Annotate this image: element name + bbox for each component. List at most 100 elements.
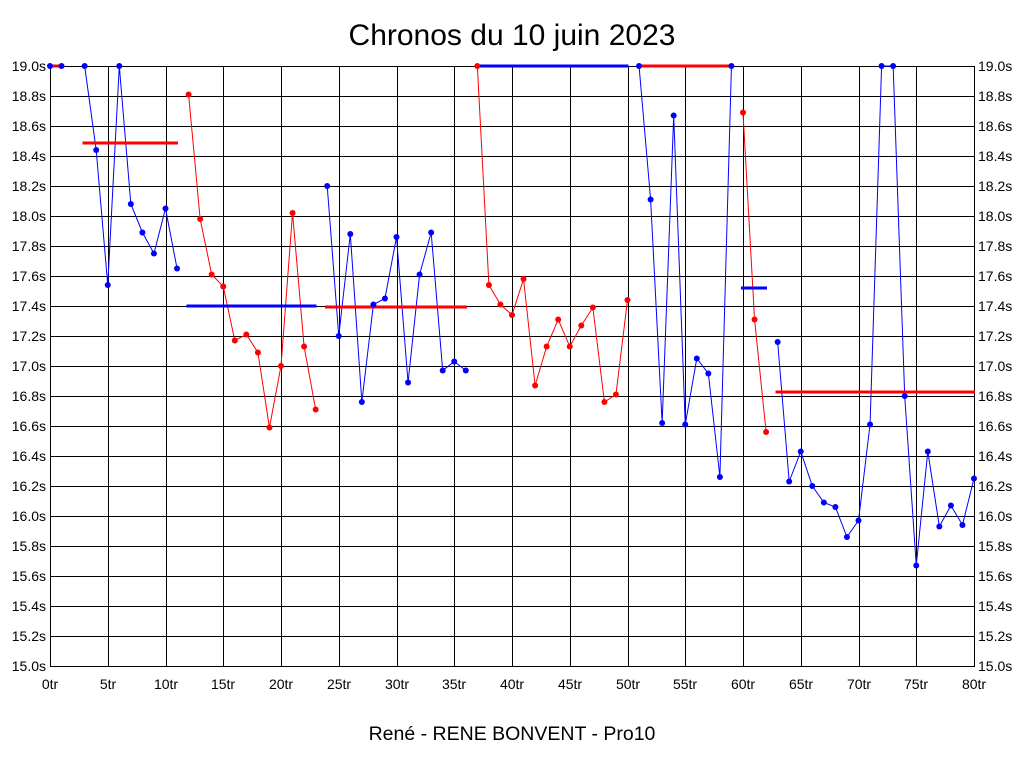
y-tick-label-right: 17.4s — [978, 298, 1012, 314]
x-axis: 0tr 5tr 10tr 15tr 20tr 25tr 30tr 35tr 40tr 45tr 50… — [42, 676, 987, 692]
data-point — [474, 63, 481, 69]
data-point — [705, 370, 712, 377]
data-point — [139, 229, 146, 236]
data-point — [947, 502, 954, 509]
data-point — [220, 283, 227, 290]
chart-title: Chronos du 10 juin 2023 — [349, 19, 676, 52]
data-point — [231, 337, 238, 344]
data-point — [740, 109, 746, 116]
y-tick-label: 16.6s — [12, 418, 46, 434]
data-point — [670, 112, 677, 119]
x-tick-label: 20tr — [269, 676, 293, 692]
y-tick-label-right: 15.6s — [978, 568, 1012, 584]
y-tick-label-right: 18.8s — [978, 88, 1012, 104]
y-tick-label: 15.4s — [12, 598, 46, 614]
data-point — [647, 196, 654, 203]
data-point — [624, 297, 631, 303]
x-tick-label: 75tr — [904, 676, 928, 692]
y-tick-label-right: 15.2s — [978, 628, 1012, 644]
series-line — [777, 65, 975, 566]
data-point — [428, 229, 435, 236]
data-point — [324, 183, 331, 189]
y-tick-label-right: 17.0s — [978, 358, 1012, 374]
data-point — [301, 343, 308, 350]
data-point — [162, 205, 169, 212]
data-point — [890, 63, 897, 69]
data-point — [150, 250, 157, 257]
y-tick-label: 17.6s — [12, 268, 46, 284]
data-point — [47, 63, 53, 69]
y-tick-label-right: 17.2s — [978, 328, 1012, 344]
y-tick-label: 19.0s — [12, 58, 46, 74]
y-tick-label: 16.8s — [12, 388, 46, 404]
average-lines — [48, 64, 975, 394]
data-point — [913, 562, 920, 569]
data-point — [555, 316, 562, 323]
data-point — [116, 63, 123, 69]
x-tick-label: 70tr — [847, 676, 871, 692]
y-tick-label-right: 15.8s — [978, 538, 1012, 554]
gridlines — [50, 66, 975, 667]
data-point — [578, 322, 585, 329]
data-points — [47, 63, 977, 569]
data-point — [682, 421, 689, 428]
data-point — [751, 316, 758, 323]
x-tick-label: 55tr — [673, 676, 697, 692]
data-point — [312, 406, 319, 413]
data-point — [786, 478, 793, 485]
x-tick-label: 40tr — [500, 676, 524, 692]
data-point — [93, 147, 100, 153]
data-point — [924, 448, 931, 455]
y-tick-label: 17.2s — [12, 328, 46, 344]
data-point — [127, 201, 134, 207]
data-point — [208, 271, 215, 278]
data-point — [832, 504, 839, 510]
y-tick-label-right: 17.6s — [978, 268, 1012, 284]
data-point — [381, 295, 388, 302]
y-tick-label: 18.6s — [12, 118, 46, 134]
data-point — [820, 499, 827, 506]
data-point — [774, 339, 781, 345]
series-line — [188, 94, 317, 428]
y-tick-label: 16.2s — [12, 478, 46, 494]
data-point — [347, 231, 354, 237]
x-tick-label: 60tr — [731, 676, 755, 692]
y-tick-label-right: 16.4s — [978, 448, 1012, 464]
y-tick-label-right: 18.2s — [978, 178, 1012, 194]
data-point — [809, 483, 816, 489]
x-tick-label: 25tr — [327, 676, 351, 692]
data-point — [867, 421, 874, 428]
data-point — [439, 367, 446, 374]
y-tick-label: 18.8s — [12, 88, 46, 104]
data-point — [936, 523, 943, 530]
data-point — [335, 333, 342, 339]
data-point — [81, 63, 88, 69]
y-tick-label-right: 16.6s — [978, 418, 1012, 434]
data-point — [405, 379, 412, 386]
x-tick-label: 65tr — [789, 676, 813, 692]
x-tick-label: 10tr — [154, 676, 178, 692]
data-point — [959, 522, 966, 528]
data-point — [566, 343, 573, 350]
data-point — [878, 63, 885, 69]
data-point — [659, 420, 666, 426]
data-point — [254, 349, 261, 356]
data-point — [589, 304, 596, 311]
data-point — [509, 312, 515, 318]
data-point — [497, 301, 504, 308]
data-point — [520, 276, 527, 282]
data-point — [532, 382, 539, 389]
data-point — [174, 265, 181, 272]
y-tick-label: 16.4s — [12, 448, 46, 464]
data-point — [855, 517, 862, 524]
y-tick-label: 18.4s — [12, 148, 46, 164]
y-tick-label-right: 16.8s — [978, 388, 1012, 404]
data-point — [370, 301, 377, 308]
data-point — [243, 331, 250, 338]
data-point — [636, 63, 643, 69]
y-tick-label: 15.2s — [12, 628, 46, 644]
y-tick-label: 17.8s — [12, 238, 46, 254]
data-point — [278, 363, 284, 369]
y-tick-label-right: 15.0s — [978, 658, 1012, 674]
